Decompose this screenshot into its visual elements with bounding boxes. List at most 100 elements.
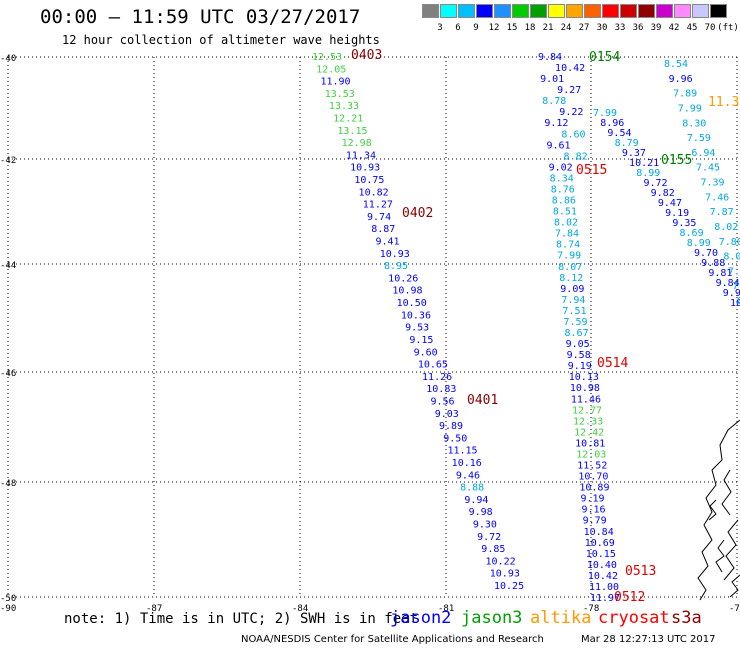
wave-height-value: 12.42 — [574, 427, 604, 438]
wave-height-value: 10.40 — [587, 560, 617, 571]
wave-height-value: 7.99 — [678, 103, 702, 114]
wave-height-value: 9.72 — [477, 532, 501, 543]
wave-height-value: 13.53 — [325, 89, 355, 100]
lat-label: -48 — [0, 479, 16, 489]
wave-height-value: 10.98 — [392, 286, 422, 297]
pass-time-label: 0515 — [576, 163, 607, 178]
wave-height-value: 7.59 — [563, 317, 587, 328]
scale-swatch — [476, 4, 493, 18]
wave-height-value: 10.75 — [354, 175, 384, 186]
wave-height-value: 11.97 — [590, 593, 620, 604]
wave-height-value: 8.86 — [552, 196, 576, 207]
wave-height-value: 12.33 — [573, 416, 603, 427]
wave-height-value: 9.22 — [559, 107, 583, 118]
wave-height-value: 9.60 — [414, 347, 438, 358]
pass-time-labels: 0403 0402 0401 0154 0515 0514 0513 0512 0155 11.3… — [351, 48, 740, 605]
wave-height-value: 8.96 — [600, 118, 624, 129]
wave-height-value: 10.65 — [418, 360, 448, 371]
pass-time-label: 0512 — [614, 590, 645, 605]
pass-time-label: 0402 — [402, 206, 433, 221]
wave-height-value: 8.51 — [553, 207, 577, 218]
scale-swatch — [692, 4, 709, 18]
wave-height-value: 8.34 — [550, 173, 574, 184]
wave-height-value: 11.00 — [589, 582, 619, 593]
wave-height-value: 8.88 — [460, 483, 484, 494]
wave-height-value: 7.7 — [732, 281, 740, 292]
scale-label: 33 — [614, 23, 626, 33]
scale-label: 15 — [506, 23, 518, 33]
wave-height-value: 9.53 — [405, 323, 429, 334]
scale-swatch — [458, 4, 475, 18]
wave-height-value: 9.74 — [367, 212, 391, 223]
pass-time-label: 0403 — [351, 48, 382, 63]
scale-swatch — [530, 4, 547, 18]
wave-height-value: 13.33 — [329, 101, 359, 112]
wave-height-value: 10.82 — [359, 187, 389, 198]
wave-height-value: 12.53 — [312, 52, 342, 63]
credit-line: NOAA/NESDIS Center for Satellite Applica… — [241, 634, 544, 645]
lon-label: -81 — [438, 604, 454, 614]
wave-height-value: 9.27 — [557, 85, 581, 96]
scale-swatch — [620, 4, 637, 18]
wave-height-value: 10.84 — [584, 527, 614, 538]
lat-lon-grid — [7, 56, 738, 598]
scale-label: 9 — [473, 23, 479, 33]
wave-height-value: 10.93 — [350, 163, 380, 174]
lon-label: -84 — [292, 604, 308, 614]
wave-height-value: 9.05 — [566, 339, 590, 350]
scale-label: 3 — [437, 23, 443, 33]
wave-height-value: 7.46 — [705, 192, 729, 203]
wave-height-value: 9.15 — [409, 335, 433, 346]
map-subtitle: 12 hour collection of altimeter wave hei… — [62, 33, 380, 47]
units-note: note: 1) Time is in UTC; 2) SWH is in fe… — [64, 611, 419, 627]
scale-swatch — [656, 4, 673, 18]
axis-labels: -40 -42 -44 -46 -48 -50 -87 -84 -81 -78 -75 -90 — [0, 54, 740, 614]
wave-height-value: 9.50 — [443, 433, 467, 444]
wave-height-value: 12.98 — [342, 138, 372, 149]
scale-swatch — [584, 4, 601, 18]
wave-height-value: 9.79 — [583, 516, 607, 527]
lon-label: -87 — [146, 604, 162, 614]
wave-height-value: 11.52 — [577, 461, 607, 472]
lat-label: -42 — [0, 156, 16, 166]
lon-label: -78 — [583, 604, 599, 614]
wave-height-value: 10.70 — [578, 472, 608, 483]
wave-height-value: 9.72 — [643, 178, 667, 189]
wave-height-value: 10.69 — [585, 538, 615, 549]
wave-height-value: 9.30 — [473, 519, 497, 530]
scale-swatch — [638, 4, 655, 18]
lat-label: -40 — [0, 54, 16, 64]
wave-height-value: 8 — [737, 296, 740, 307]
corner-lon-label: -90 — [0, 604, 16, 614]
scale-label: 24 — [560, 23, 572, 33]
wave-height-value: 8.99 — [636, 168, 660, 179]
wave-height-value: 11.90 — [320, 77, 350, 88]
wave-height-value: 9.9 — [723, 288, 740, 299]
wave-height-value: 10.22 — [486, 556, 516, 567]
scale-label: 70 — [704, 23, 716, 33]
scale-label: 12 — [488, 23, 500, 33]
scale-label: 45 — [686, 23, 698, 33]
wave-height-value: 8.76 — [551, 184, 575, 195]
wave-height-value: 9.12 — [544, 118, 568, 129]
wave-height-value: 8.87 — [371, 224, 395, 235]
wave-height-value: 7.94 — [561, 295, 585, 306]
wave-height-value: 11.34 — [346, 150, 376, 161]
scale-label: 6 — [455, 23, 461, 33]
wave-height-value: 9.03 — [435, 409, 459, 420]
wave-height-value: 12.21 — [333, 114, 363, 125]
wave-height-value: 8.79 — [615, 138, 639, 149]
wave-height-value: 11.27 — [363, 200, 393, 211]
wave-height-value: 10 — [730, 298, 740, 309]
wave-height-value: 8.07 — [723, 252, 740, 263]
scale-label: (ft) — [717, 23, 739, 33]
scale-swatch — [566, 4, 583, 18]
wave-height-value: 9.47 — [658, 198, 682, 209]
scale-swatch — [602, 4, 619, 18]
wave-height-value: 7.39 — [701, 178, 725, 189]
scale-label: 36 — [632, 23, 644, 33]
wave-height-value: 8.74 — [556, 240, 580, 251]
scale-label: 39 — [650, 23, 662, 33]
scale-label: 42 — [668, 23, 680, 33]
